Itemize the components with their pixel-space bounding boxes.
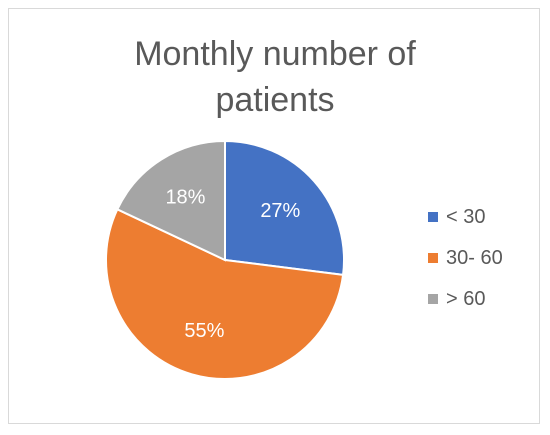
chart-title-line-2: patients xyxy=(215,81,335,119)
legend-swatch-2 xyxy=(428,294,438,304)
chart-title: Monthly number of patients xyxy=(9,31,541,123)
pie-slice-0 xyxy=(224,139,345,277)
chart-title-line-1: Monthly number of xyxy=(134,35,416,73)
pie-data-label-1: 55% xyxy=(184,320,224,342)
pie-slices xyxy=(105,139,345,380)
pie-data-label-2: 18% xyxy=(165,187,205,209)
pie-data-label-0: 27% xyxy=(260,200,300,222)
pie-data-labels: 27% 55% 18% xyxy=(165,187,300,342)
pie-slice-2 xyxy=(115,139,226,262)
legend-swatch-1 xyxy=(428,253,438,263)
pie-slice-1 xyxy=(105,208,345,380)
legend-swatch-0 xyxy=(428,212,438,222)
legend-label-1: 30- 60 xyxy=(446,247,503,269)
legend-label-0: < 30 xyxy=(446,206,485,228)
legend: < 30 30- 60 > 60 xyxy=(428,206,503,310)
legend-label-2: > 60 xyxy=(446,288,485,310)
